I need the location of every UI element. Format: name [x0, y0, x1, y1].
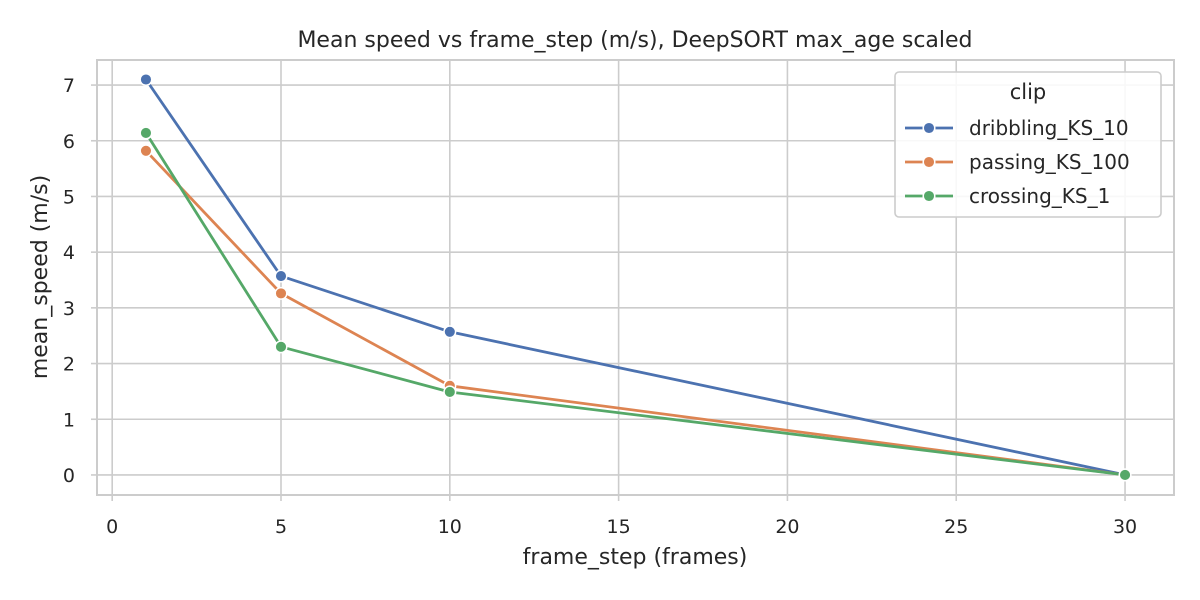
legend-box	[894, 71, 1162, 218]
x-tick-label: 20	[775, 516, 799, 538]
series-line	[144, 78, 1127, 477]
data-point	[139, 126, 153, 140]
x-tick-label: 15	[607, 516, 631, 538]
chart-title: Mean speed vs frame_step (m/s), DeepSORT…	[297, 28, 972, 53]
y-tick-label: 7	[63, 75, 75, 97]
data-point	[443, 325, 457, 339]
y-tick-label: 6	[63, 131, 75, 153]
legend-marker	[922, 189, 936, 203]
data-point	[443, 385, 457, 399]
y-tick-label: 1	[63, 409, 75, 431]
data-point	[274, 286, 288, 300]
x-axis-label: frame_step (frames)	[523, 545, 748, 570]
plot-area-frame	[96, 59, 1175, 496]
legend: clip dribbling_KS_10 passing_KS_100crossi…	[894, 71, 1162, 218]
legend-label: dribbling_KS_10	[969, 116, 1129, 140]
y-tick-label: 2	[63, 354, 75, 376]
legend-items: dribbling_KS_10 passing_KS_100 crossing_KS…	[905, 116, 1130, 208]
x-tick-label: 0	[106, 516, 118, 538]
y-tick-label: 4	[63, 242, 75, 264]
legend-item: dribbling_KS_10	[905, 116, 1129, 140]
y-tick-label: 5	[63, 186, 75, 208]
x-tick-label: 25	[944, 516, 968, 538]
legend-label: passing_KS_100	[969, 150, 1130, 174]
legend-item: crossing_KS_1	[905, 184, 1110, 208]
data-point	[139, 144, 153, 158]
x-tick-label: 30	[1113, 516, 1137, 538]
x-tick-label: 5	[275, 516, 287, 538]
series-line	[144, 131, 1127, 477]
data-point	[139, 72, 153, 87]
series-crossing_KS_1	[139, 126, 1132, 482]
y-tick-label: 3	[63, 298, 75, 320]
series-layer	[139, 72, 1132, 482]
data-point	[274, 340, 288, 354]
series-line	[144, 149, 1127, 477]
x-tick-label: 10	[438, 516, 462, 538]
y-tick-label: 0	[63, 465, 75, 487]
legend-title: clip	[1010, 80, 1047, 104]
axis-ticks: 0 5 10 15 20 25 30 0 1 2 3 4 5 6 7	[63, 75, 1137, 538]
data-point	[1118, 468, 1132, 482]
legend-marker	[922, 155, 936, 169]
y-axis-label: mean_speed (m/s)	[28, 175, 53, 379]
data-point	[274, 269, 288, 283]
legend-marker	[922, 121, 936, 135]
legend-item: passing_KS_100	[905, 150, 1130, 174]
legend-label: crossing_KS_1	[969, 184, 1110, 208]
